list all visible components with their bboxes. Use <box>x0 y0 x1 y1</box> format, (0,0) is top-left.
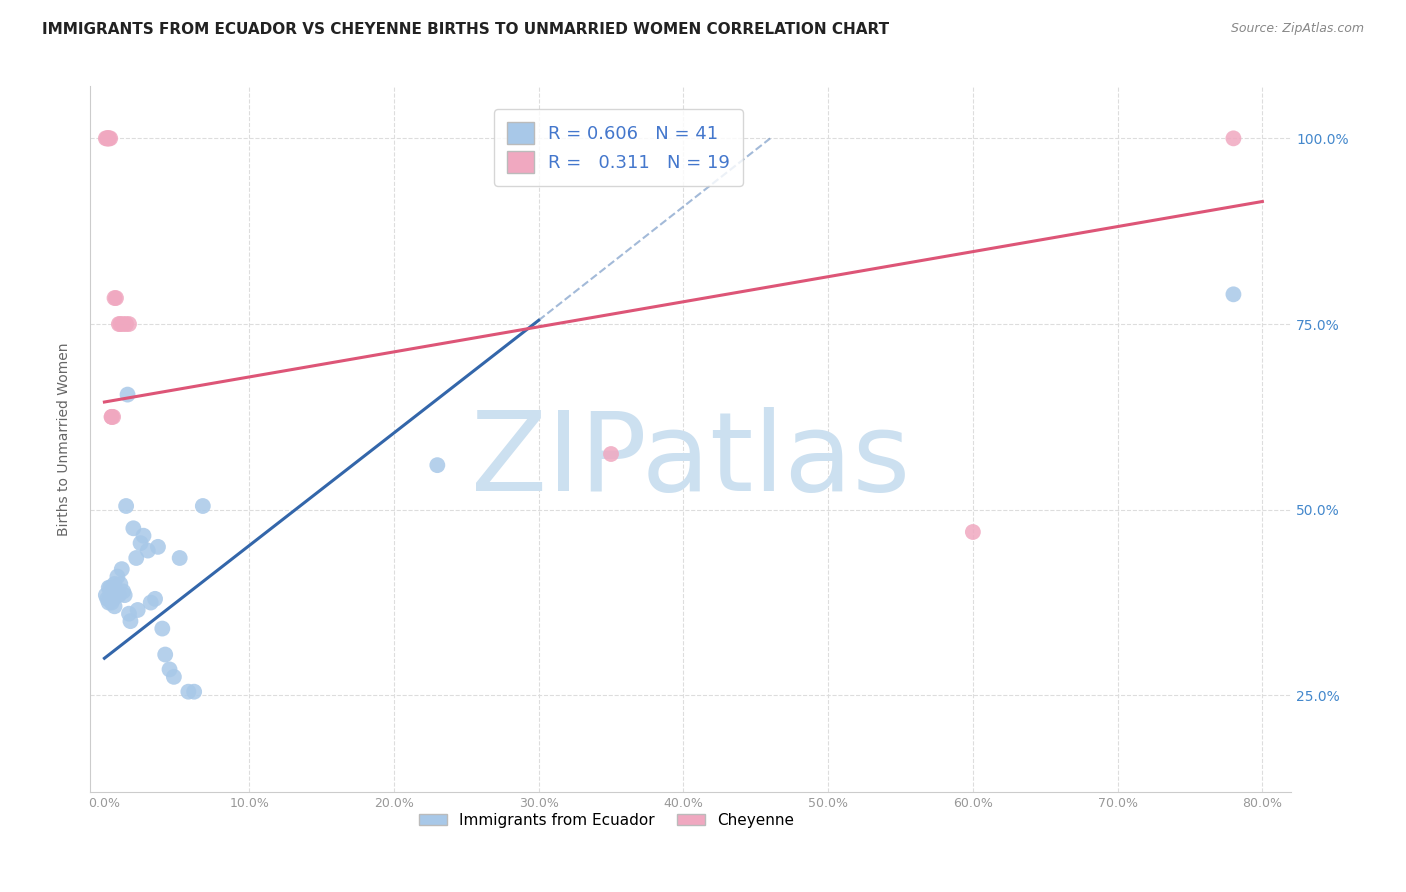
Point <box>114 588 136 602</box>
Point <box>426 458 449 472</box>
Point <box>125 551 148 566</box>
Point <box>97 131 120 145</box>
Point <box>159 662 181 676</box>
Text: Source: ZipAtlas.com: Source: ZipAtlas.com <box>1230 22 1364 36</box>
Point <box>94 131 117 145</box>
Text: IMMIGRANTS FROM ECUADOR VS CHEYENNE BIRTHS TO UNMARRIED WOMEN CORRELATION CHART: IMMIGRANTS FROM ECUADOR VS CHEYENNE BIRT… <box>42 22 890 37</box>
Point <box>103 577 125 591</box>
Point <box>108 588 131 602</box>
Point <box>101 409 124 424</box>
Point <box>112 584 135 599</box>
Point <box>120 614 142 628</box>
Point <box>108 317 131 331</box>
Point <box>600 447 623 461</box>
Point <box>139 596 162 610</box>
Point <box>191 499 214 513</box>
Point <box>103 291 125 305</box>
Point <box>122 521 145 535</box>
Point <box>96 131 118 145</box>
Point <box>110 317 132 331</box>
Point <box>150 622 173 636</box>
Point <box>103 599 125 614</box>
Point <box>104 584 127 599</box>
Point <box>104 291 127 305</box>
Point <box>962 524 984 539</box>
Point <box>111 562 134 576</box>
Point <box>146 540 169 554</box>
Point <box>117 387 139 401</box>
Point <box>100 409 122 424</box>
Point <box>97 131 120 145</box>
Point <box>177 684 200 698</box>
Point <box>1222 131 1244 145</box>
Point <box>112 317 135 331</box>
Point <box>153 648 176 662</box>
Point <box>96 131 118 145</box>
Point <box>94 588 117 602</box>
Point <box>98 131 121 145</box>
Point <box>169 551 191 566</box>
Point <box>100 409 122 424</box>
Y-axis label: Births to Unmarried Women: Births to Unmarried Women <box>58 343 72 536</box>
Point <box>100 596 122 610</box>
Text: ZIPatlas: ZIPatlas <box>471 407 910 514</box>
Point <box>97 581 120 595</box>
Point <box>183 684 205 698</box>
Point <box>118 317 141 331</box>
Point <box>98 591 121 606</box>
Point <box>132 529 155 543</box>
Point <box>115 499 138 513</box>
Point <box>101 591 124 606</box>
Point <box>143 591 166 606</box>
Legend: Immigrants from Ecuador, Cheyenne: Immigrants from Ecuador, Cheyenne <box>413 806 800 834</box>
Point <box>100 584 122 599</box>
Point <box>129 536 152 550</box>
Point <box>118 607 141 621</box>
Point <box>115 317 138 331</box>
Point <box>97 596 120 610</box>
Point <box>98 581 121 595</box>
Point <box>136 543 159 558</box>
Point <box>127 603 149 617</box>
Point <box>96 591 118 606</box>
Point <box>163 670 186 684</box>
Point <box>110 577 132 591</box>
Point <box>107 569 129 583</box>
Point <box>1222 287 1244 301</box>
